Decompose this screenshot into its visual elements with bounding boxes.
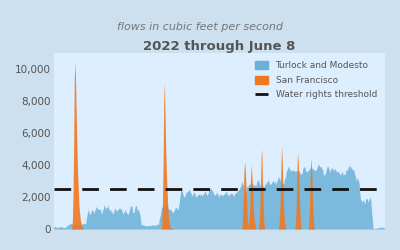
Title: 2022 through June 8: 2022 through June 8: [143, 40, 296, 53]
Legend: Turlock and Modesto, San Francisco, Water rights threshold: Turlock and Modesto, San Francisco, Wate…: [251, 58, 380, 103]
Text: flows in cubic feet per second: flows in cubic feet per second: [117, 22, 283, 32]
